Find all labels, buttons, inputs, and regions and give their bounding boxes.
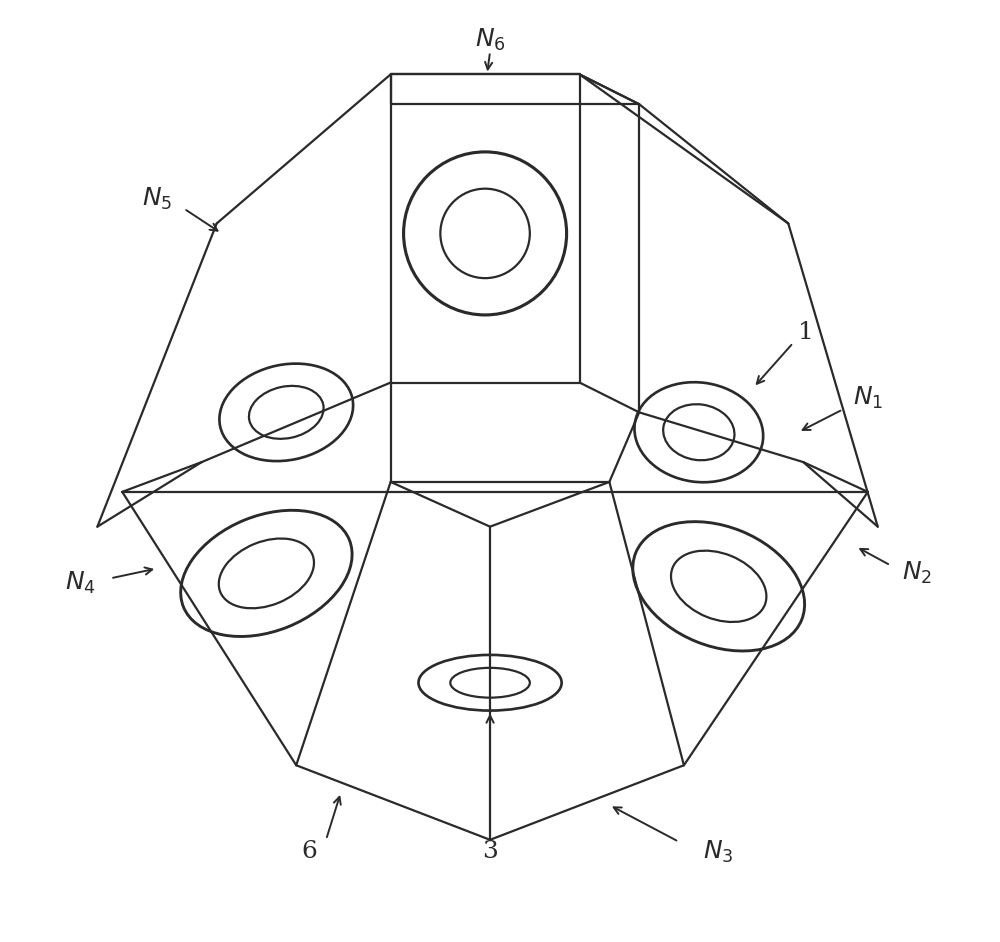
Text: 1: 1: [798, 321, 814, 345]
Text: $\mathit{N}_{3}$: $\mathit{N}_{3}$: [703, 838, 734, 865]
Text: $\mathit{N}_{5}$: $\mathit{N}_{5}$: [142, 186, 172, 212]
Text: $\mathit{N}_{1}$: $\mathit{N}_{1}$: [853, 384, 883, 411]
Text: 3: 3: [482, 840, 498, 863]
Text: $\mathit{N}_{2}$: $\mathit{N}_{2}$: [902, 560, 933, 587]
Text: $\mathit{N}_{4}$: $\mathit{N}_{4}$: [65, 570, 96, 596]
Text: 6: 6: [301, 840, 317, 863]
Text: $\mathit{N}_{6}$: $\mathit{N}_{6}$: [475, 26, 505, 53]
